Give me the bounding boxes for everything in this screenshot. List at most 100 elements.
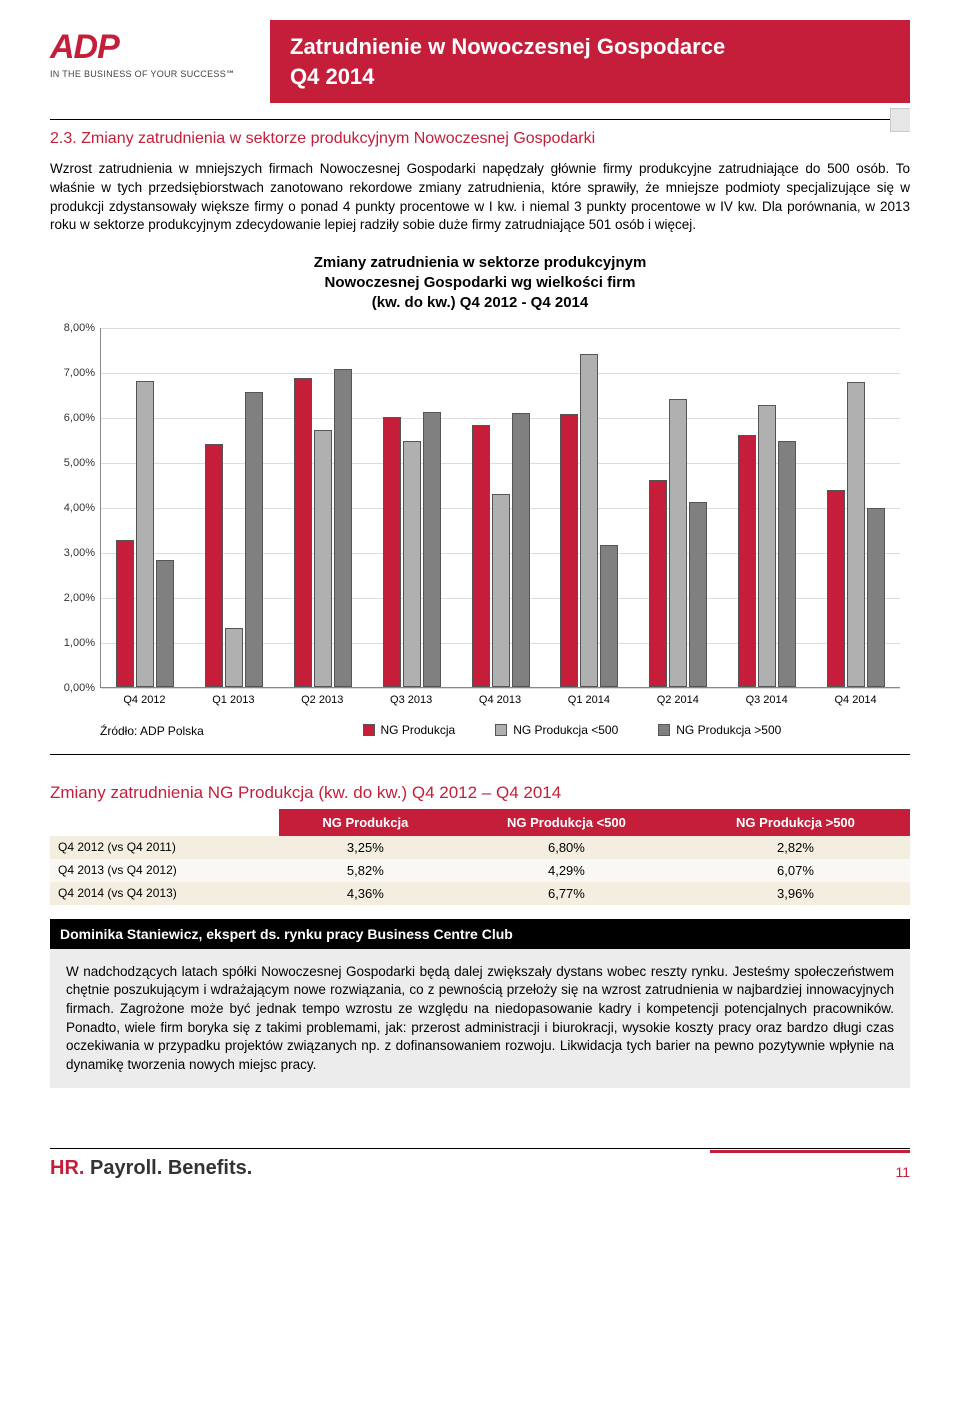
chart-legend: NG Produkcja NG Produkcja <500 NG Produkcj…: [234, 723, 910, 737]
legend-label: NG Produkcja >500: [676, 723, 781, 737]
chart-bar: [116, 540, 134, 686]
chart-bar: [472, 425, 490, 687]
legend-swatch: [495, 724, 507, 736]
chart-title-l1: Zmiany zatrudnienia w sektorze produkcyj…: [50, 253, 910, 273]
chart-bar: [512, 413, 530, 686]
chart-bar: [314, 430, 332, 687]
chart-x-label: Q3 2013: [367, 688, 456, 706]
chart-bar-group: [367, 328, 456, 687]
divider: [50, 754, 910, 755]
chart-bar-group: [634, 328, 723, 687]
table-cell: 4,29%: [452, 859, 681, 882]
chart-bar: [136, 381, 154, 687]
chart-x-label: Q2 2013: [278, 688, 367, 706]
footer: HR. Payroll. Benefits. 11: [50, 1148, 910, 1180]
table-cell: 3,25%: [279, 836, 452, 859]
chart-title-l3: (kw. do kw.) Q4 2012 - Q4 2014: [50, 293, 910, 313]
legend-item: NG Produkcja <500: [495, 723, 618, 737]
footer-hr: HR.: [50, 1157, 84, 1179]
footer-red-line: [710, 1150, 910, 1153]
legend-label: NG Produkcja <500: [513, 723, 618, 737]
chart-x-labels: Q4 2012Q1 2013Q2 2013Q3 2013Q4 2013Q1 20…: [100, 688, 900, 706]
chart-bar-group: [722, 328, 811, 687]
chart-bar: [245, 392, 263, 687]
table-header: NG Produkcja >500: [681, 809, 910, 836]
chart-bar: [778, 441, 796, 686]
chart-bar: [225, 628, 243, 687]
chart-bar: [847, 382, 865, 687]
chart-container: Zmiany zatrudnienia w sektorze produkcyj…: [50, 253, 910, 738]
legend-swatch: [363, 724, 375, 736]
chart-x-label: Q1 2013: [189, 688, 278, 706]
chart-x-label: Q4 2013: [456, 688, 545, 706]
data-table: NG ProdukcjaNG Produkcja <500NG Produkcj…: [50, 809, 910, 905]
chart-bar: [580, 354, 598, 687]
chart-ytick: 5,00%: [51, 457, 95, 469]
chart-x-label: Q2 2014: [633, 688, 722, 706]
footer-rest: Payroll. Benefits.: [84, 1157, 252, 1179]
chart-bar: [827, 490, 845, 686]
legend-item: NG Produkcja >500: [658, 723, 781, 737]
title-line1: Zatrudnienie w Nowoczesnej Gospodarce: [290, 32, 890, 62]
chart-ytick: 2,00%: [51, 592, 95, 604]
table-cell: 6,07%: [681, 859, 910, 882]
chart-bar: [334, 369, 352, 686]
chart-bar: [383, 417, 401, 687]
chart-bar: [600, 545, 618, 687]
table-cell: Q4 2012 (vs Q4 2011): [50, 836, 279, 859]
chart-bar: [403, 441, 421, 686]
table-cell: 6,80%: [452, 836, 681, 859]
chart-bar: [492, 494, 510, 687]
section-heading: 2.3. Zmiany zatrudnienia w sektorze prod…: [50, 130, 910, 148]
chart-bar: [738, 435, 756, 687]
divider: [50, 119, 910, 120]
table-cell: 2,82%: [681, 836, 910, 859]
chart-source: Źródło: ADP Polska: [100, 724, 204, 738]
page-number: 11: [895, 1164, 910, 1180]
chart-ytick: 3,00%: [51, 547, 95, 559]
expert-bar: Dominika Staniewicz, ekspert ds. rynku p…: [50, 919, 910, 949]
table-cell: 6,77%: [452, 882, 681, 905]
header: ADP IN THE BUSINESS OF YOUR SUCCESS℠ Zat…: [50, 20, 910, 103]
chart-x-label: Q1 2014: [544, 688, 633, 706]
legend-label: NG Produkcja: [381, 723, 456, 737]
chart-bar: [758, 405, 776, 686]
chart-title: Zmiany zatrudnienia w sektorze produkcyj…: [50, 253, 910, 314]
chart-gridline: [101, 688, 900, 689]
table-row: Q4 2012 (vs Q4 2011)3,25%6,80%2,82%: [50, 836, 910, 859]
footer-left: HR. Payroll. Benefits.: [50, 1157, 252, 1180]
chart-ytick: 0,00%: [51, 682, 95, 694]
chart-x-label: Q4 2012: [100, 688, 189, 706]
section-body: Wzrost zatrudnienia w mniejszych firmach…: [50, 160, 910, 235]
chart-x-label: Q4 2014: [811, 688, 900, 706]
chart-ytick: 1,00%: [51, 637, 95, 649]
table-header-blank: [50, 809, 279, 836]
table-title: Zmiany zatrudnienia NG Produkcja (kw. do…: [50, 783, 910, 803]
title-line2: Q4 2014: [290, 62, 890, 92]
chart-bar-group: [279, 328, 368, 687]
table-cell: 5,82%: [279, 859, 452, 882]
chart-bar: [156, 560, 174, 687]
chart-ytick: 8,00%: [51, 322, 95, 334]
chart-legend-row: Źródło: ADP Polska NG ProdukcjaNG Produk…: [100, 722, 910, 738]
title-bar: Zatrudnienie w Nowoczesnej Gospodarce Q4…: [270, 20, 910, 103]
chart-bar: [689, 502, 707, 687]
chart-bar: [649, 480, 667, 687]
chart-bar-group: [545, 328, 634, 687]
chart-bar: [205, 444, 223, 687]
chart-bar-group: [101, 328, 190, 687]
chart-bar-group: [456, 328, 545, 687]
chart-bar: [867, 508, 885, 686]
title-tab-decor: [890, 108, 910, 132]
table-row: Q4 2014 (vs Q4 2013)4,36%6,77%3,96%: [50, 882, 910, 905]
chart-x-label: Q3 2014: [722, 688, 811, 706]
table-row: Q4 2013 (vs Q4 2012)5,82%4,29%6,07%: [50, 859, 910, 882]
table-cell: 3,96%: [681, 882, 910, 905]
logo-tagline: IN THE BUSINESS OF YOUR SUCCESS℠: [50, 69, 270, 80]
chart-bar-group: [190, 328, 279, 687]
chart-ytick: 6,00%: [51, 412, 95, 424]
chart-bar-group: [811, 328, 900, 687]
expert-body: W nadchodzących latach spółki Nowoczesne…: [50, 949, 910, 1089]
table-header: NG Produkcja: [279, 809, 452, 836]
logo-block: ADP IN THE BUSINESS OF YOUR SUCCESS℠: [50, 20, 270, 80]
